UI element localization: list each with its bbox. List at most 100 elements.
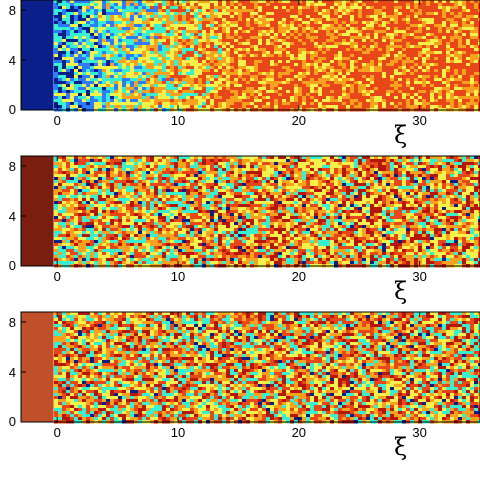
heatmap-cell [346,48,351,52]
heatmap-cell [454,3,459,7]
heatmap-cell [466,99,471,103]
heatmap-cell [350,99,355,103]
heatmap-cell [270,105,275,109]
heatmap-cell [142,0,147,4]
heatmap-cell [126,162,131,166]
heatmap-cell [202,75,207,79]
heatmap-cell [230,6,235,10]
heatmap-cell [166,78,171,82]
heatmap-cell [378,87,383,91]
heatmap-cell [230,183,235,187]
heatmap-cell [402,81,407,85]
heatmap-cell [326,171,331,175]
heatmap-cell [154,174,159,178]
heatmap-cell [146,39,151,43]
heatmap-cell [382,66,387,70]
heatmap-cell [226,51,231,55]
heatmap-cell [110,54,115,58]
heatmap-cell [370,81,375,85]
heatmap-cell [138,75,143,79]
heatmap-cell [338,156,343,160]
heatmap-cell [334,54,339,58]
heatmap-cell [54,57,59,61]
heatmap-cell [374,6,379,10]
heatmap-cell [262,75,267,79]
heatmap-cell [390,21,395,25]
heatmap-cell [270,18,275,22]
heatmap-cell [322,102,327,106]
heatmap-cell [106,96,111,100]
heatmap-cell [190,51,195,55]
heatmap-cell [114,165,119,169]
heatmap-cell [154,57,159,61]
heatmap-cell [190,24,195,28]
heatmap-cell [258,18,263,22]
heatmap-cell [78,0,83,4]
heatmap-cell [226,183,231,187]
heatmap-cell [118,66,123,70]
heatmap-cell [82,18,87,22]
heatmap-cell [114,63,119,67]
heatmap-cell [110,63,115,67]
heatmap-cell [154,45,159,49]
heatmap-cell [390,0,395,4]
heatmap-cell [446,171,451,175]
heatmap-cell [150,54,155,58]
heatmap-cell [258,84,263,88]
heatmap-cell [474,156,479,160]
heatmap-cell [446,177,451,181]
heatmap-cell [334,15,339,19]
heatmap-cell [290,45,295,49]
heatmap-cell [114,75,119,79]
heatmap-cell [206,51,211,55]
heatmap-cell [178,33,183,37]
heatmap-cell [86,93,91,97]
heatmap-cell [182,24,187,28]
heatmap-cell [318,36,323,40]
heatmap-cell [62,183,67,187]
heatmap-cell [334,81,339,85]
heatmap-cell [422,69,427,73]
heatmap-cell [174,33,179,37]
heatmap-cell [246,63,251,67]
heatmap-cell [118,171,123,175]
heatmap-cell [446,75,451,79]
heatmap-cell [86,102,91,106]
heatmap-cell [122,63,127,67]
heatmap-cell [118,39,123,43]
heatmap-cell [134,102,139,106]
heatmap-cell [446,0,451,4]
heatmap-cell [362,99,367,103]
heatmap-cell [162,24,167,28]
heatmap-cell [66,6,71,10]
heatmap-cell [242,87,247,91]
heatmap-cell [78,165,83,169]
heatmap-cell [230,93,235,97]
x-axis-label-1: ξ [394,121,407,149]
heatmap-cell [298,72,303,76]
heatmap-cell [438,87,443,91]
heatmap-cell [370,39,375,43]
heatmap-cell [134,162,139,166]
heatmap-cell [194,24,199,28]
heatmap-cell [190,78,195,82]
heatmap-cell [406,171,411,175]
heatmap-cell [62,72,67,76]
heatmap-cell [90,84,95,88]
heatmap-cell [334,45,339,49]
heatmap-cell [274,12,279,16]
heatmap-cell [478,45,480,49]
heatmap-cell [382,15,387,19]
heatmap-cell [114,9,119,13]
heatmap-cell [230,162,235,166]
heatmap-cell [290,174,295,178]
heatmap-cell [162,96,167,100]
heatmap-cell [134,180,139,184]
heatmap-cell [62,156,67,160]
heatmap-cell [438,180,443,184]
heatmap-cell [386,69,391,73]
heatmap-cell [110,162,115,166]
heatmap-cell [322,33,327,37]
heatmap-cell [474,30,479,34]
heatmap-cell [410,96,415,100]
